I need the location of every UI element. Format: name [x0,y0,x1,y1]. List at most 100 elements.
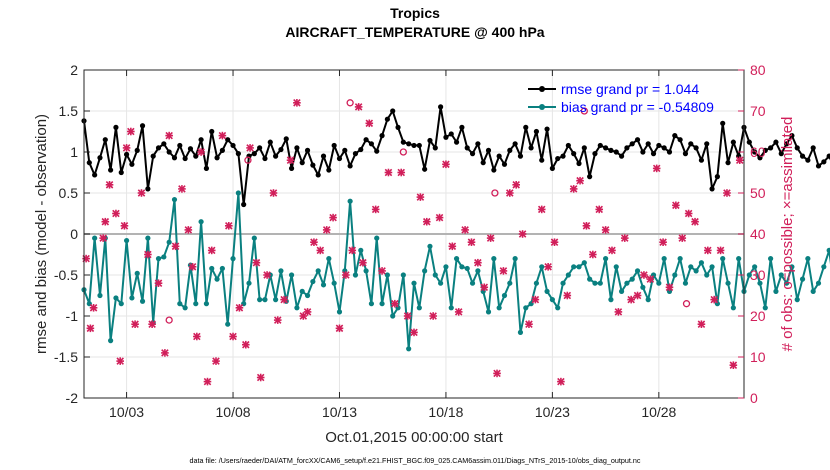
obs-assimilated-marker [101,217,110,226]
bias-point [438,280,444,286]
rmse-point [235,151,241,157]
bias-point [320,282,327,288]
bias-point [826,247,830,253]
legend: rmse grand pr = 1.044 bias grand pr = -0… [528,81,714,115]
rmse-point [443,134,449,140]
bias-point [219,265,225,272]
obs-assimilated-marker [499,267,508,275]
obs-assimilated-marker [188,263,197,271]
bias-point [108,338,114,344]
obs-assimilated-marker [310,238,318,246]
obs-assimilated-marker [563,291,572,300]
rmse-point [326,167,332,173]
bias-point [799,276,806,282]
obs-assimilated-marker [486,234,495,242]
rmse-point [209,128,215,135]
bias-point [608,297,614,303]
bias-point [134,270,140,276]
obs-assimilated-marker [461,226,469,234]
rmse-point [390,108,396,114]
bias-point [230,256,236,262]
rmse-point [453,139,460,145]
rmse-point [411,142,417,149]
bias-point [517,329,524,335]
obs-assimilated-marker [582,222,591,230]
rmse-point [203,165,210,171]
obs-assimilated-marker [235,304,244,312]
bias-point [544,288,550,294]
bias-point [762,305,768,311]
bias-point [273,297,279,303]
obs-assimilated-marker [286,156,295,164]
bias-point [555,305,561,311]
rmse-point [129,161,135,167]
obs-assimilated-marker [365,119,374,128]
y2-axis-ticks: 0 10 20 30 40 50 60 70 80 [738,62,766,406]
bias-point [736,256,742,262]
bias-point [789,264,795,270]
rmse-point [299,160,305,166]
obs-assimilated-marker [127,127,135,136]
rmse-point [134,147,140,153]
rmse-point [241,201,247,208]
rmse-point [587,174,593,180]
bias-point [805,256,811,262]
obs-assimilated-marker [82,254,90,263]
rmse-point [113,124,119,130]
obs-assimilated-marker [137,189,146,197]
obs-possible-marker [682,300,691,308]
bias-point [443,264,449,270]
obs-assimilated-marker [212,357,220,365]
obs-assimilated-marker [550,238,559,246]
rmse-point [762,147,768,153]
obs-assimilated-marker [229,332,237,341]
y-tick-label: 0 [70,226,78,242]
rmse-point [358,146,364,153]
rmse-point [262,155,268,162]
obs-assimilated-marker [197,148,205,156]
rmse-point [379,133,385,139]
x-tick-label: 10/18 [428,404,463,420]
rmse-point [427,137,433,144]
rmse-point [629,141,635,147]
rmse-point [92,172,98,178]
obs-assimilated-marker [120,222,129,230]
rmse-point [257,145,263,151]
bias-point [214,276,220,282]
rmse-point [278,146,284,153]
rmse-point [720,120,726,126]
rmse-point [815,163,822,169]
rmse-point [560,153,566,159]
obs-assimilated-marker [735,156,744,164]
bias-point [730,305,736,311]
y2-tick-label: 50 [750,185,766,201]
obs-assimilated-marker [697,320,706,328]
rmse-point [501,161,508,167]
obs-assimilated-marker [442,160,450,169]
bias-point [677,256,683,262]
obs-assimilated-marker [252,258,261,267]
bias-point [475,268,481,274]
rmse-point [123,151,130,158]
y-tick-label: 2 [70,62,78,78]
bias-point [358,247,364,253]
bias-point [539,264,545,270]
obs-assimilated-marker [397,168,406,177]
rmse-point [225,137,231,143]
rmse-point [177,142,183,149]
obs-assimilated-marker [178,185,186,193]
rmse-point [166,149,172,155]
bias-point [496,305,502,311]
rmse-point [746,139,752,145]
obs-assimilated-marker [144,250,152,259]
obs-assimilated-marker [246,144,254,152]
y2-tick-label: 20 [750,308,766,324]
rmse-point [118,169,124,176]
x-tick-label: 10/13 [322,404,357,420]
bias-point [129,295,135,301]
obs-possible-marker [244,156,252,164]
bias-point [698,260,705,266]
obs-assimilated-marker [525,320,533,328]
bias-point [656,280,662,286]
bias-point [246,280,252,286]
